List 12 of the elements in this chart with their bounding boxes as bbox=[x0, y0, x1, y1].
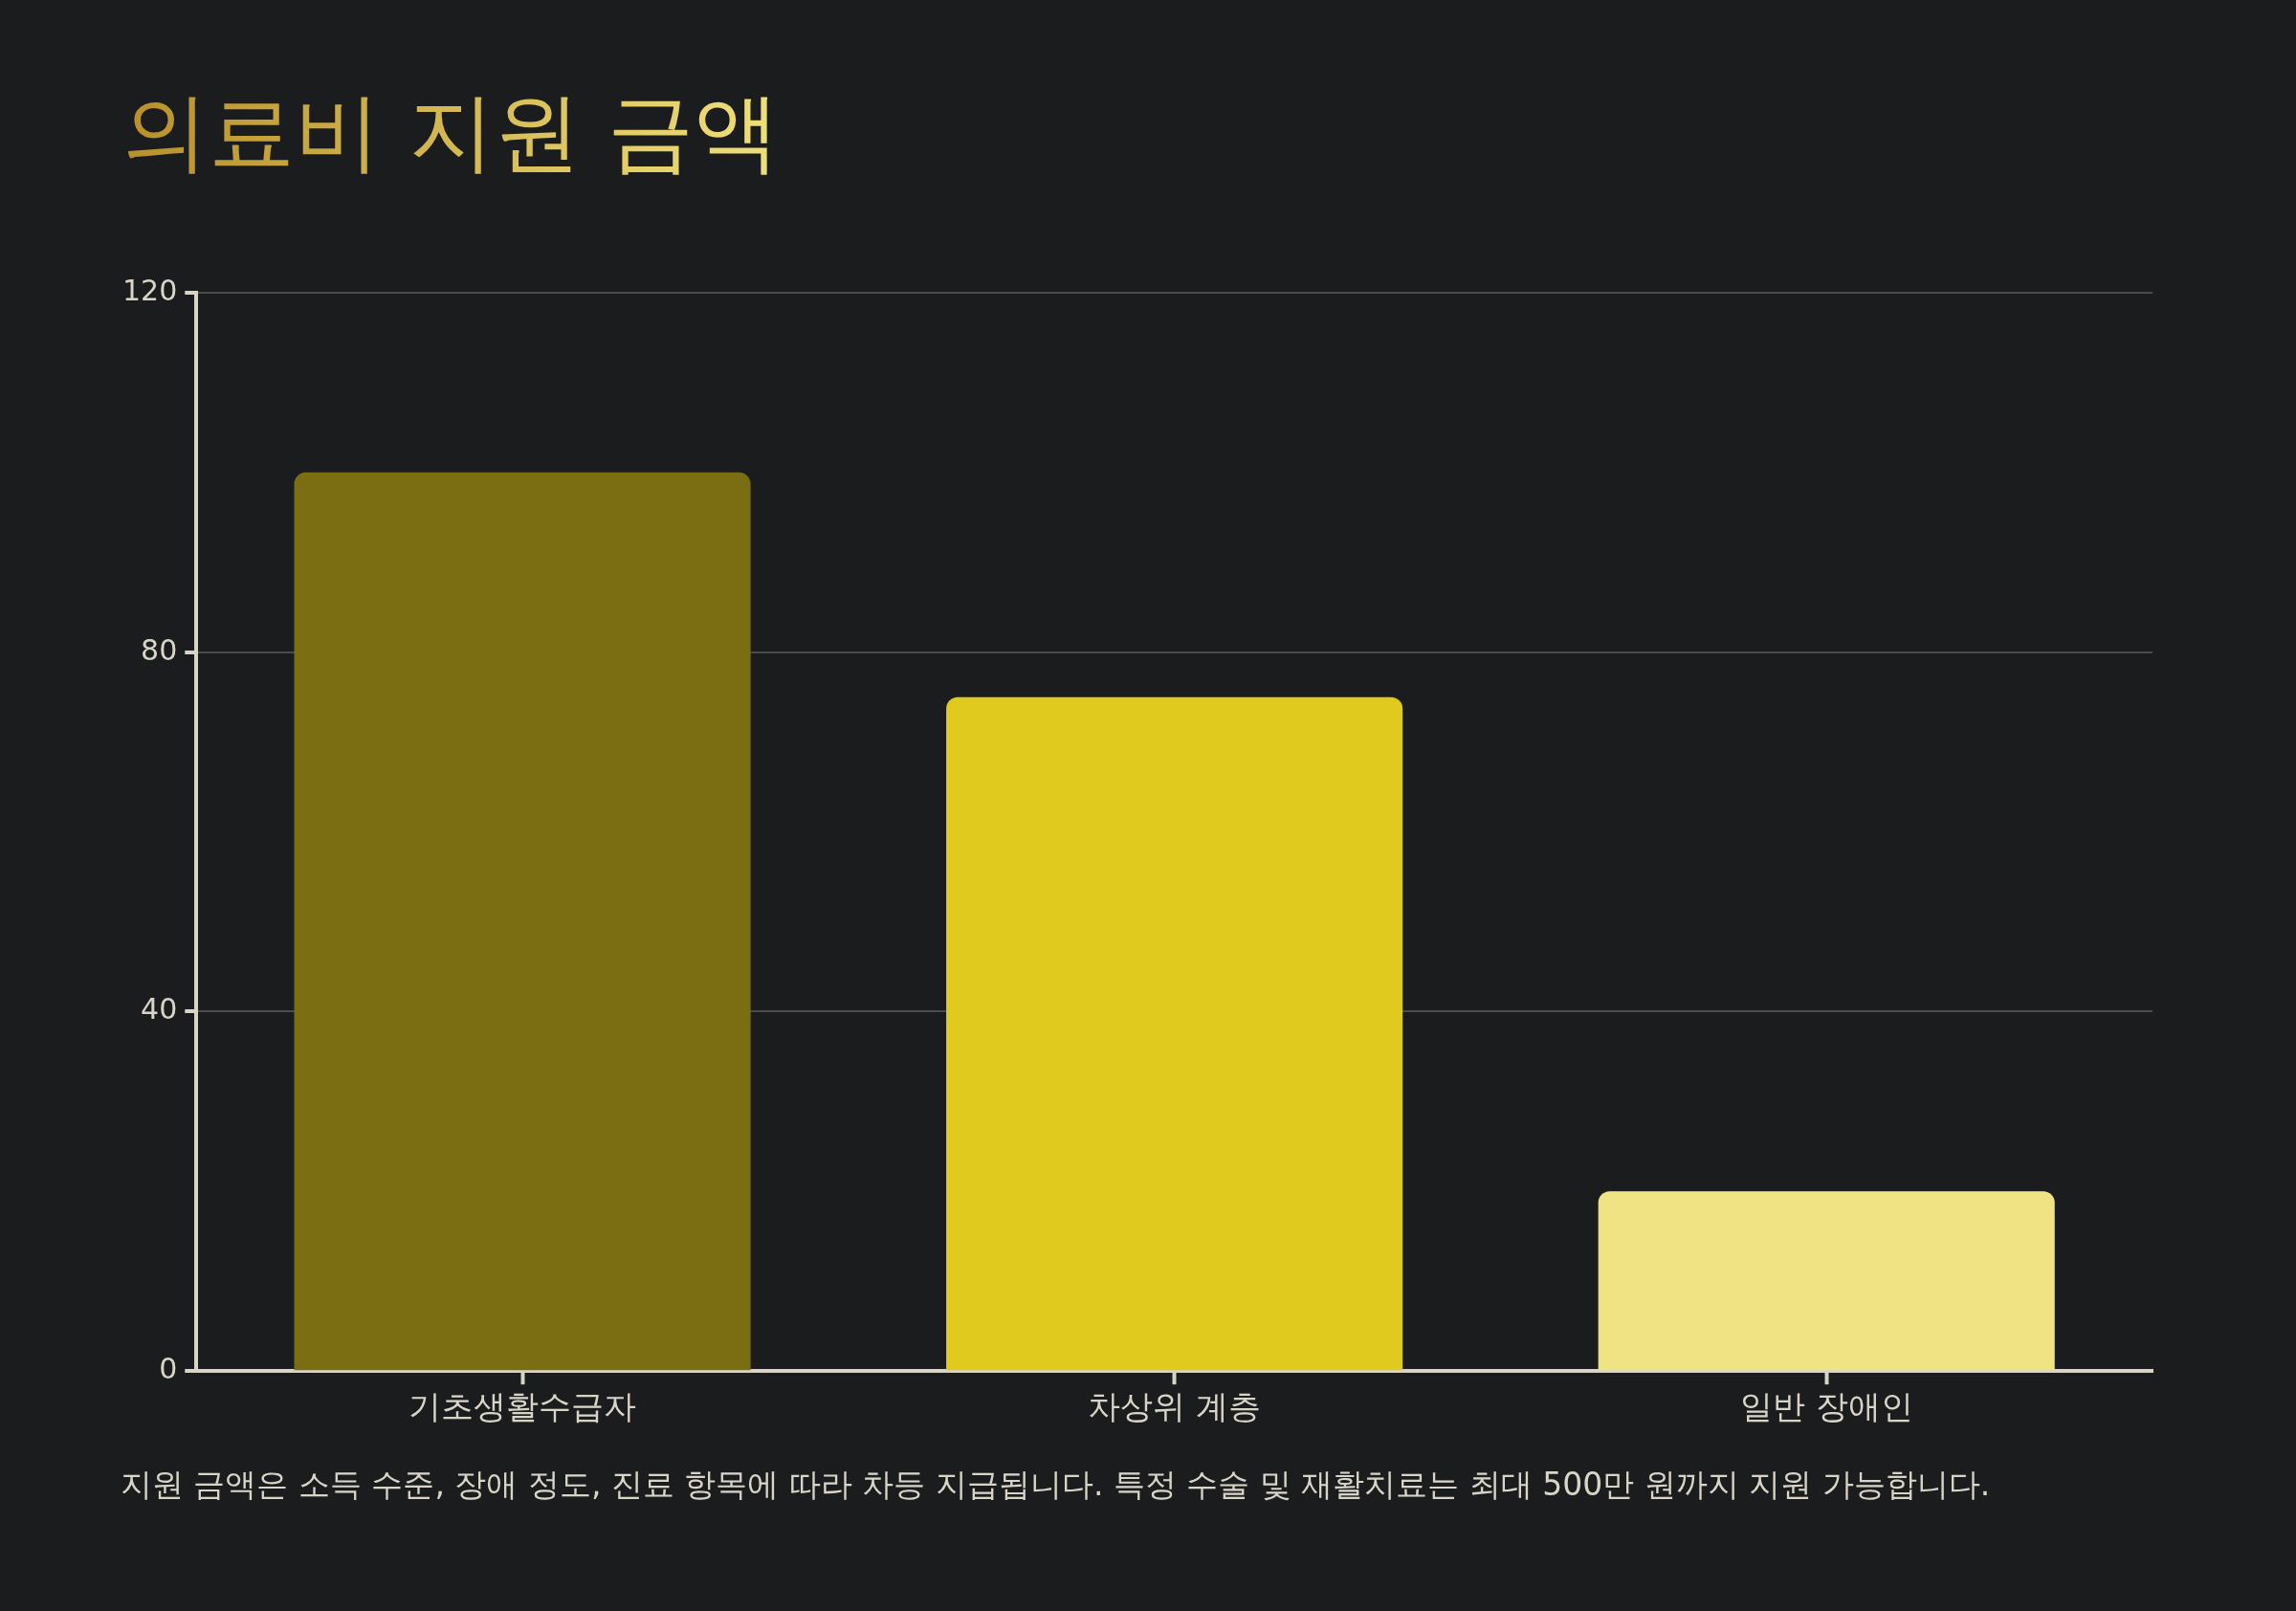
x-tick-label: 차상위 계층 bbox=[1088, 1387, 1262, 1426]
bar bbox=[946, 696, 1403, 1371]
y-tick-label: 40 bbox=[141, 992, 178, 1026]
y-tick-label: 80 bbox=[141, 632, 178, 667]
bar bbox=[1598, 1191, 2055, 1371]
x-tick-label: 일반 장애인 bbox=[1739, 1387, 1913, 1426]
chart-title: 의료비 지원 금액 bbox=[122, 81, 781, 182]
y-tick-label: 0 bbox=[159, 1352, 178, 1385]
x-tick-label: 기초생활수급자 bbox=[408, 1387, 637, 1426]
bar bbox=[294, 472, 751, 1371]
text: 지원 금액은 소득 수준, 장애 정도, 진료 항목에 따라 차등 지급됩니다. 특정 수술 및 재활치료는 최대 500만 원까지 지원 가능합니다. bbox=[121, 1465, 1991, 1505]
y-tick-label: 120 bbox=[122, 273, 178, 307]
